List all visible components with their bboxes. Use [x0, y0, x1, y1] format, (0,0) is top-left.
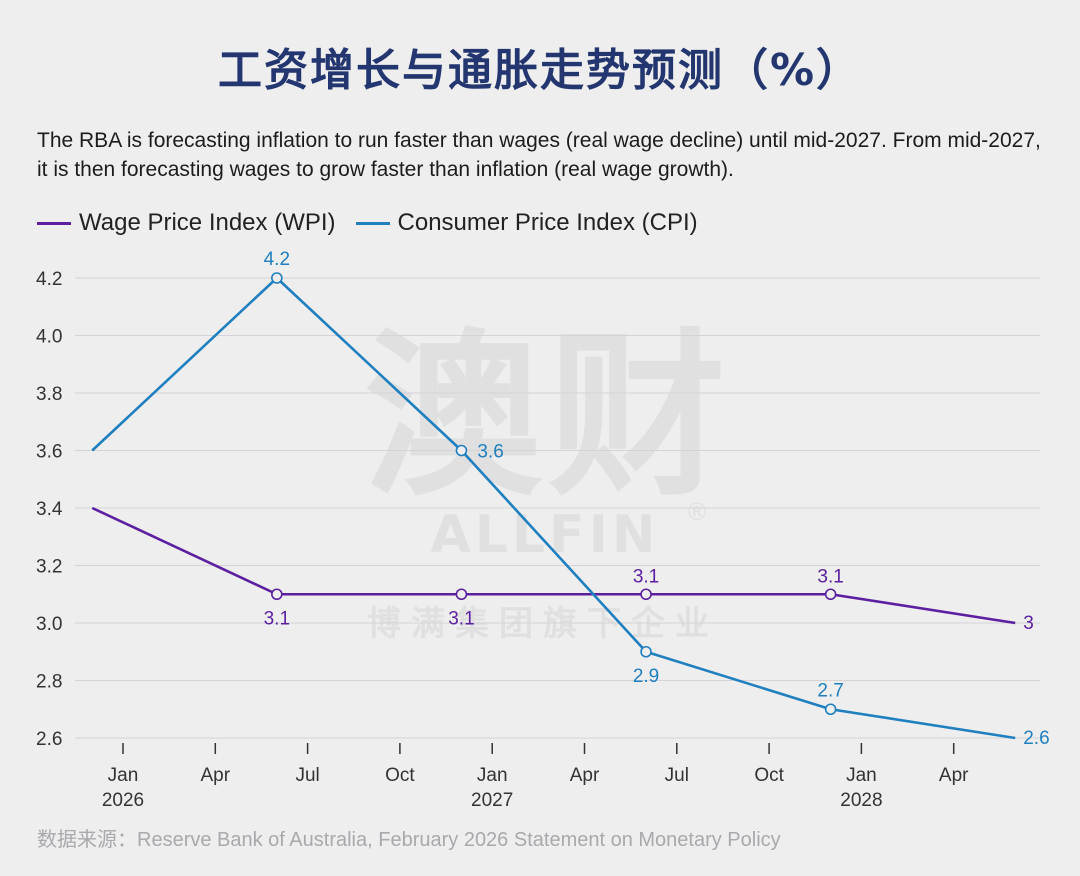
- y-tick-label-6: 3.8: [36, 384, 62, 405]
- x-tick-label-5: Apr: [570, 765, 600, 786]
- legend-swatch-cpi: [355, 221, 390, 225]
- point-marker-wpi-1: [271, 588, 283, 601]
- legend: Wage Price Index (WPI) Consumer Price In…: [37, 206, 718, 240]
- data-label-cpi-3: 2.9: [633, 666, 659, 687]
- legend-swatch-wpi: [37, 221, 71, 225]
- point-marker-cpi-2: [455, 444, 468, 457]
- legend-label-wpi: Wage Price Index (WPI): [79, 209, 336, 236]
- series-line-wpi: [91, 506, 1016, 625]
- watermark-registered: ®: [685, 498, 709, 526]
- data-label-wpi-1: 3.1: [264, 608, 290, 629]
- x-tick-label-3: Oct: [385, 765, 415, 786]
- data-label-cpi-1: 4.2: [264, 249, 290, 270]
- legend-item-wpi: Wage Price Index (WPI): [37, 209, 336, 237]
- source-note: 数据来源：Reserve Bank of Australia, February…: [37, 829, 781, 851]
- watermark-main: 澳财: [364, 313, 732, 520]
- x-tick-label-8: Jan: [846, 765, 877, 786]
- data-label-cpi-5: 2.6: [1023, 728, 1049, 749]
- legend-item-cpi: Consumer Price Index (CPI): [355, 209, 698, 237]
- y-tick-label-0: 2.6: [36, 729, 62, 750]
- y-tick-label-4: 3.4: [36, 499, 63, 520]
- x-tick-label-9: Apr: [939, 765, 969, 786]
- point-marker-cpi-3: [640, 645, 652, 658]
- y-tick-label-1: 2.8: [36, 672, 62, 693]
- data-label-wpi-5: 3: [1023, 613, 1034, 634]
- point-marker-wpi-4: [824, 588, 837, 601]
- x-year-label-8: 2028: [840, 790, 882, 811]
- series-line-cpi: [91, 276, 1016, 740]
- chart-title: 工资增长与通胀走势预测（%）: [217, 45, 863, 96]
- data-label-wpi-4: 3.1: [817, 566, 843, 587]
- x-tick-label-2: Jul: [295, 765, 319, 786]
- y-tick-label-7: 4.0: [36, 327, 62, 348]
- x-tick-label-6: Jul: [665, 765, 689, 786]
- point-marker-wpi-2: [455, 588, 468, 601]
- y-tick-label-5: 3.6: [36, 442, 62, 463]
- x-year-label-4: 2027: [471, 790, 513, 811]
- watermark-brand: ALLFIN: [431, 505, 660, 565]
- data-label-wpi-3: 3.1: [633, 566, 659, 587]
- y-tick-label-8: 4.2: [36, 269, 62, 290]
- chart-subtitle: The RBA is forecasting inflation to run …: [37, 129, 1041, 181]
- data-label-cpi-4: 2.7: [817, 680, 843, 701]
- point-marker-cpi-1: [271, 272, 283, 284]
- point-marker-wpi-3: [640, 588, 652, 601]
- watermark-tagline: 博满集团旗下企业: [367, 604, 719, 644]
- point-marker-cpi-4: [824, 703, 837, 716]
- x-tick-label-1: Apr: [201, 765, 231, 786]
- y-tick-label-3: 3.2: [36, 557, 62, 578]
- x-tick-label-0: Jan: [108, 765, 139, 786]
- data-label-cpi-2: 3.6: [477, 442, 503, 463]
- x-tick-label-7: Oct: [754, 765, 784, 786]
- legend-label-cpi: Consumer Price Index (CPI): [397, 209, 698, 236]
- x-tick-label-4: Jan: [477, 765, 508, 786]
- y-tick-label-2: 3.0: [36, 614, 62, 635]
- x-year-label-0: 2026: [102, 790, 144, 811]
- data-label-wpi-2: 3.1: [448, 608, 474, 629]
